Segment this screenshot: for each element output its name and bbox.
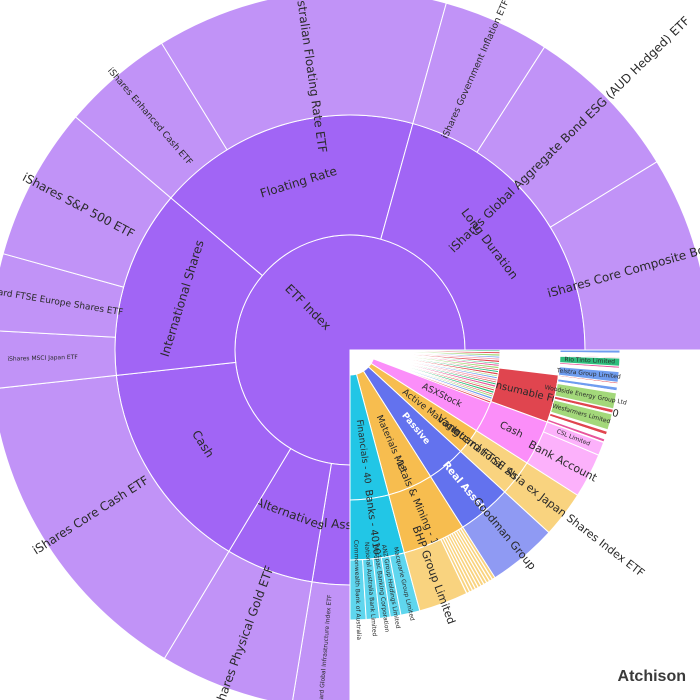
p-sliver-25[interactable] bbox=[372, 357, 492, 404]
p-outer-label-rio-tinto-limited: Rio Tinto Limited bbox=[564, 356, 615, 365]
p-outer-bhp-group-limited[interactable] bbox=[403, 538, 468, 612]
p-outer-commonwealth-bank-of-australia[interactable] bbox=[349, 559, 367, 621]
p-outer-anz-group-holdings-limited[interactable] bbox=[380, 555, 402, 618]
l2-ishares-core-cash-etf[interactable] bbox=[0, 374, 230, 660]
p-outer-label-commonwealth-bank-of-australia: Commonwealth Bank of Australia bbox=[352, 540, 362, 641]
p-outer-westpac-banking-corporation[interactable] bbox=[372, 557, 391, 619]
p-outer-woodside-energy-group-ltd[interactable] bbox=[554, 382, 618, 410]
l2-ishares-core-composite-bond-etf[interactable] bbox=[549, 161, 700, 351]
p-outer-metals-minor-9[interactable] bbox=[440, 537, 471, 595]
p-outer-macquarie-group-limited[interactable] bbox=[389, 552, 421, 616]
p-outer-rio-tinto-limited[interactable] bbox=[559, 355, 621, 367]
p-outer-national-australia-bank-limited[interactable] bbox=[362, 558, 381, 621]
p-outer-wesfarmers-limited[interactable] bbox=[549, 399, 613, 431]
l2-label-ishares-msci-japan-etf: iShares MSCI Japan ETF bbox=[7, 354, 78, 363]
brand-logo: Atchison bbox=[617, 668, 686, 685]
p-outer-vanguard-ftse-asia-ex-japan-shares-index-etf[interactable] bbox=[504, 462, 579, 534]
p-outer-csl-limited[interactable] bbox=[542, 421, 605, 456]
p-outer-telstra-group-limited[interactable] bbox=[557, 366, 620, 383]
